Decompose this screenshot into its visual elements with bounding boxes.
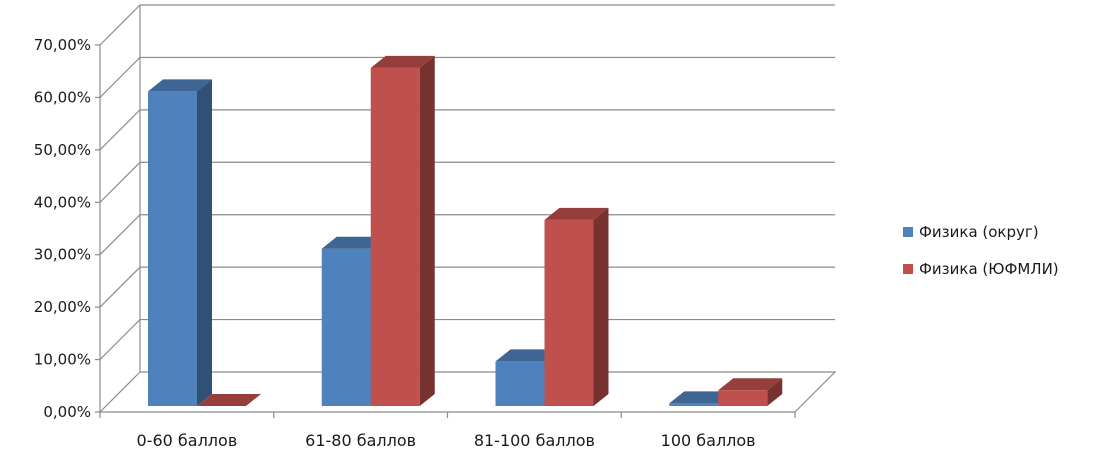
bar — [197, 394, 261, 406]
y-tick-label: 0,00% — [43, 403, 91, 421]
side-wall-gridline — [99, 266, 141, 308]
side-wall-gridline — [99, 161, 141, 203]
y-tick-label: 50,00% — [34, 141, 91, 159]
legend: Физика (округ) Физика (ЮФМЛИ) — [903, 222, 1103, 296]
x-tick-label: 100 баллов — [661, 431, 756, 450]
bar-top — [370, 55, 435, 68]
x-tick-label: 81-100 баллов — [474, 431, 595, 450]
bar — [544, 207, 609, 406]
side-wall-gridline — [99, 319, 141, 360]
bar-side — [197, 79, 212, 406]
bar-top — [321, 236, 386, 249]
side-wall-gridline — [99, 214, 141, 256]
y-tick-label: 30,00% — [34, 246, 91, 264]
y-tick-label: 60,00% — [34, 88, 91, 106]
legend-item-series-1: Физика (округ) — [903, 222, 1103, 242]
side-wall-gridline — [99, 57, 141, 98]
axes-layer — [95, 4, 837, 418]
x-tick-label: 61-80 баллов — [305, 431, 416, 450]
bar-top — [148, 79, 212, 92]
y-tick-label: 70,00% — [34, 36, 91, 54]
bar-top — [718, 378, 783, 391]
bar-front — [669, 403, 719, 406]
bar-top — [197, 394, 261, 406]
bar-top — [669, 391, 734, 404]
bar-side — [767, 378, 783, 406]
legend-label-series-2: Физика (ЮФМЛИ) — [919, 260, 1059, 278]
side-wall-gridline — [99, 109, 141, 151]
x-tick-label: 0-60 баллов — [137, 431, 238, 450]
bar-front — [718, 390, 768, 406]
side-wall-gridline — [99, 4, 141, 46]
bar-front — [148, 91, 197, 406]
bar-top — [495, 349, 560, 362]
bar-side — [419, 55, 435, 406]
bar-front — [544, 219, 594, 406]
bars-layer — [148, 55, 783, 406]
bar-front — [370, 67, 420, 406]
bar-front — [321, 248, 371, 406]
legend-item-series-2: Физика (ЮФМЛИ) — [903, 259, 1103, 279]
bar-front — [495, 361, 545, 406]
bar — [718, 378, 783, 406]
bar — [370, 55, 435, 406]
y-tick-label: 20,00% — [34, 298, 91, 316]
legend-swatch-series-1 — [903, 227, 913, 237]
labels-layer: 0,00% 10,00% 20,00% 30,00% 40,00% 50,00% 60,00… — [34, 36, 756, 450]
legend-label-series-1: Физика (округ) — [919, 223, 1039, 241]
y-tick-label: 10,00% — [34, 351, 91, 369]
legend-swatch-series-2 — [903, 264, 913, 274]
bar — [148, 79, 212, 406]
bar-side — [593, 207, 609, 406]
side-wall-gridline — [99, 371, 141, 413]
y-tick-label: 40,00% — [34, 193, 91, 211]
bar-top — [544, 207, 609, 220]
